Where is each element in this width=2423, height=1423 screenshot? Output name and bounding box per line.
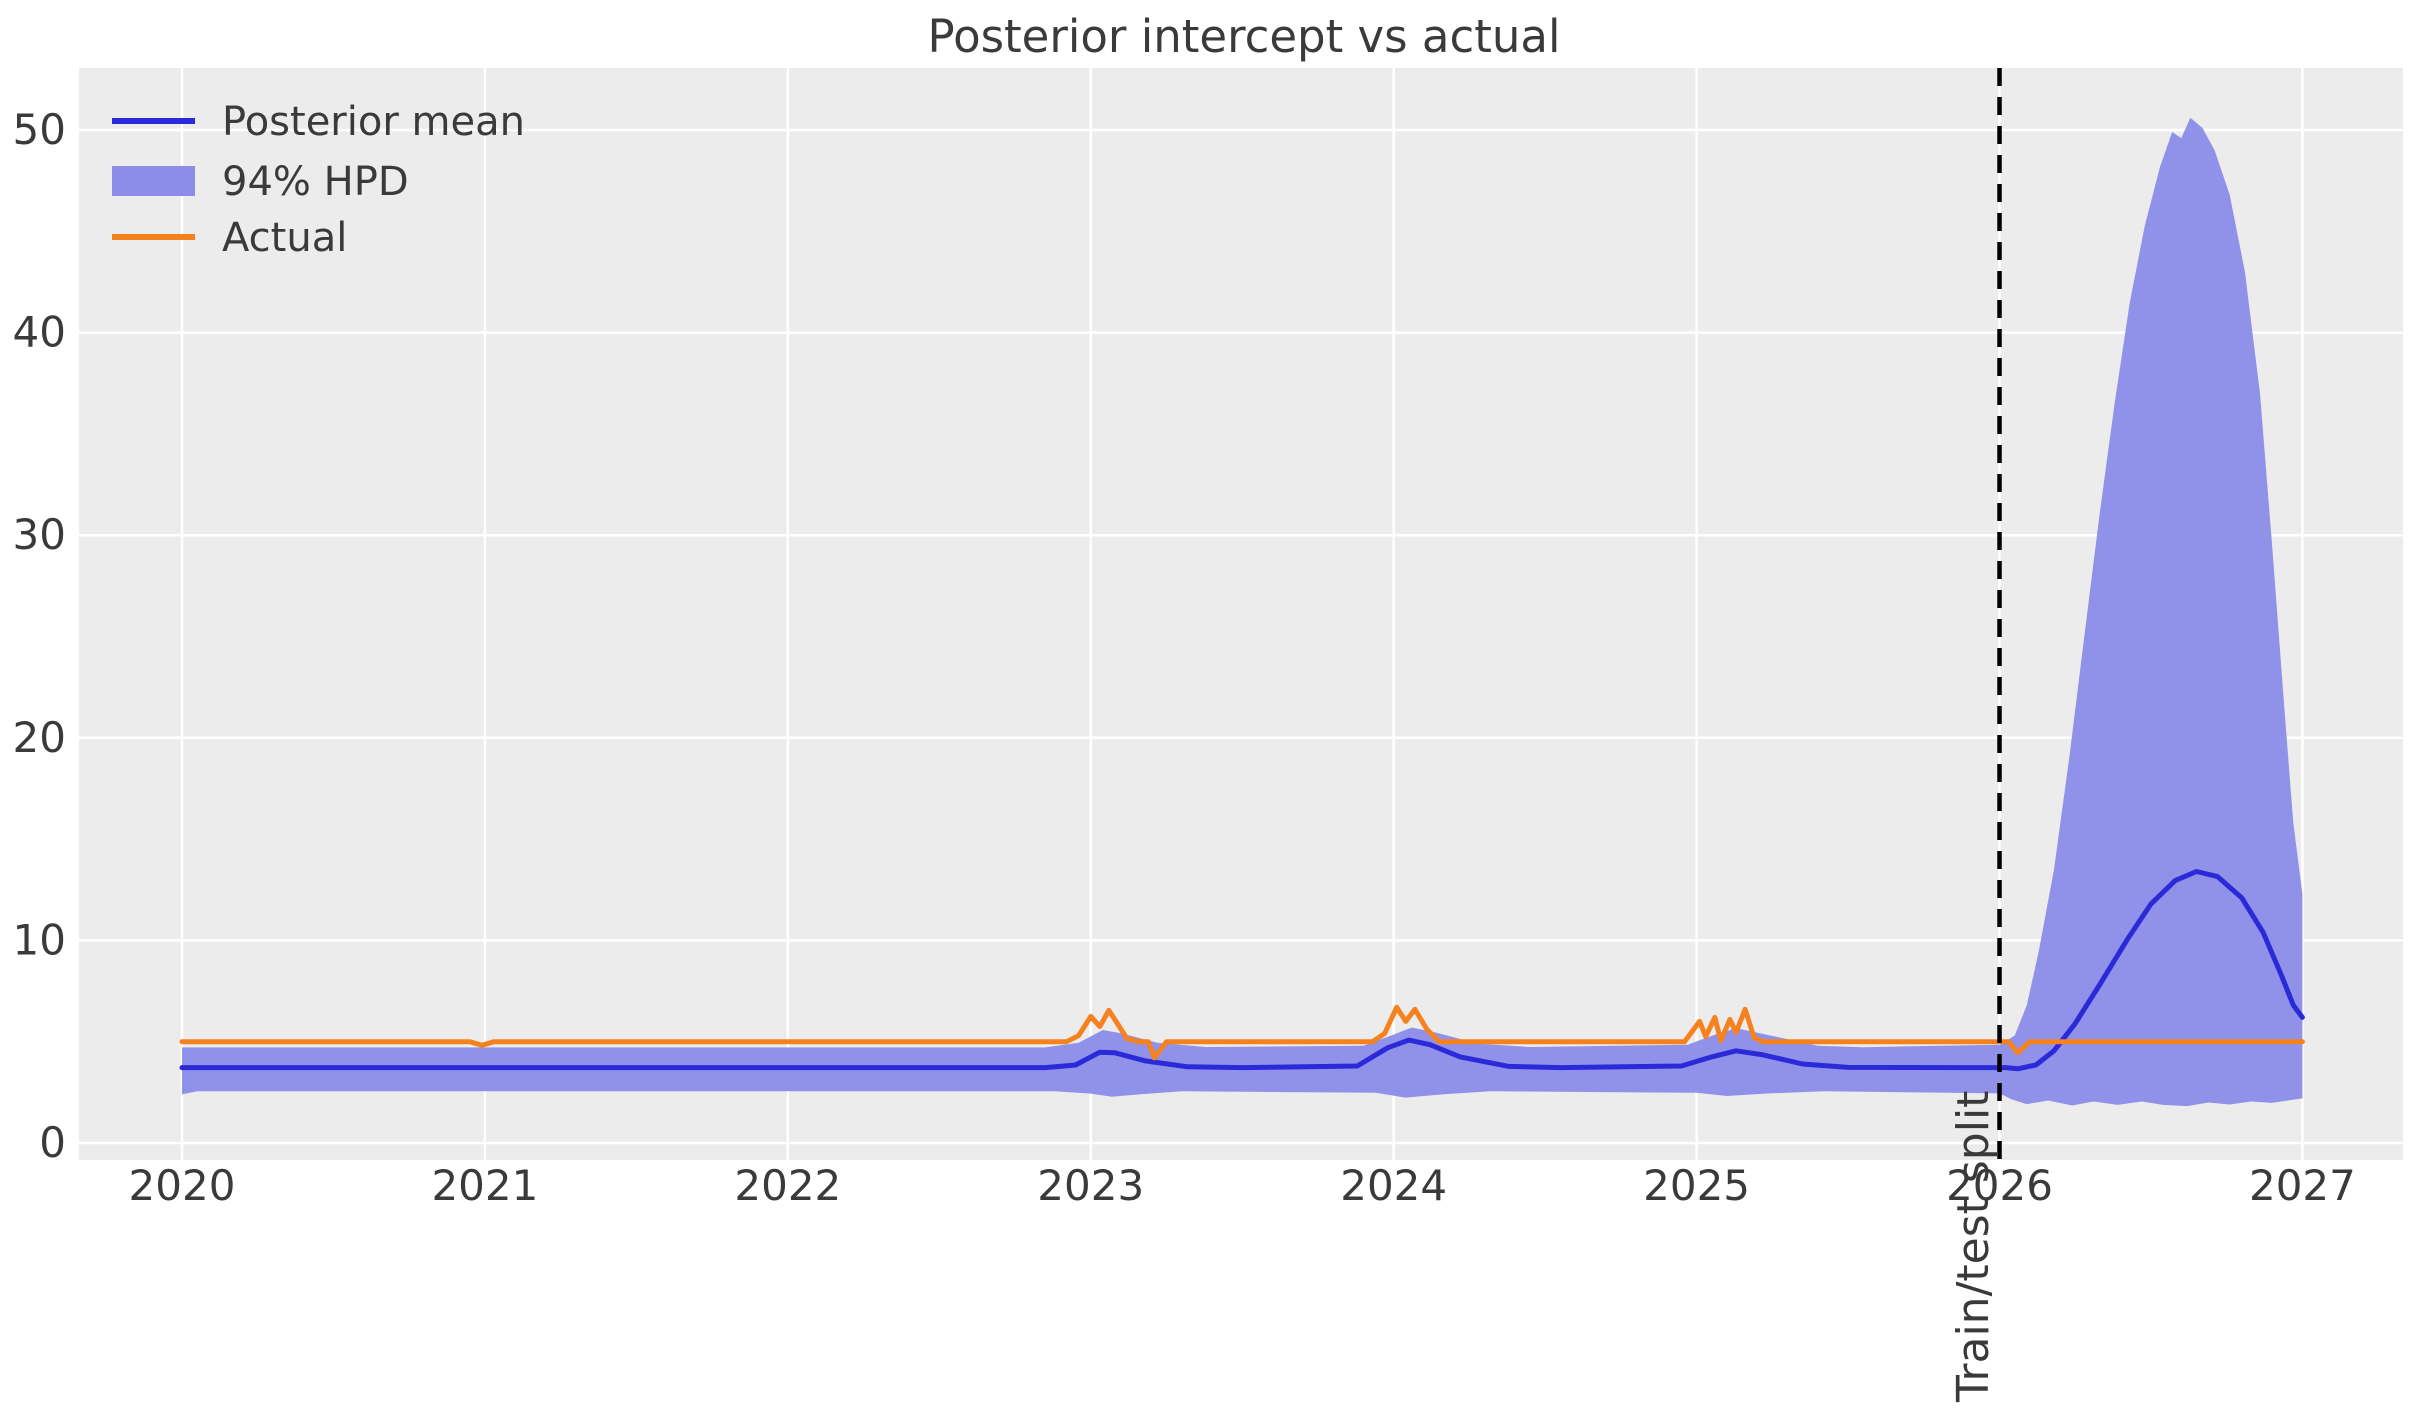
legend: Posterior mean 94% HPD Actual <box>112 99 525 261</box>
x-tick-2022: 2022 <box>734 1161 841 1210</box>
legend-swatch-1 <box>112 166 195 196</box>
hpd-band-area <box>182 117 2303 1107</box>
chart-title: Posterior intercept vs actual <box>928 10 1561 63</box>
posterior-mean-line <box>179 869 2305 1072</box>
y-tick-30: 30 <box>13 510 66 559</box>
legend-label-0: Posterior mean <box>222 99 525 145</box>
actual-line <box>179 1004 2305 1061</box>
x-tick-2025: 2025 <box>1643 1161 1750 1210</box>
x-tick-2020: 2020 <box>129 1161 236 1210</box>
train-test-split-label: Train/test split <box>1948 1091 1999 1403</box>
y-tick-0: 0 <box>39 1118 66 1167</box>
x-tick-2024: 2024 <box>1340 1161 1447 1210</box>
posterior-mean-path <box>179 869 2305 1072</box>
x-tick-2021: 2021 <box>431 1161 538 1210</box>
x-tick-2026: 2026 <box>1946 1161 2053 1210</box>
y-tick-50: 50 <box>13 105 66 154</box>
x-tick-2023: 2023 <box>1037 1161 1144 1210</box>
y-tick-10: 10 <box>13 915 66 964</box>
x-tick-2027: 2027 <box>2249 1161 2356 1210</box>
y-tick-20: 20 <box>13 713 66 762</box>
actual-path <box>179 1004 2305 1061</box>
legend-label-2: Actual <box>222 215 347 261</box>
y-axis-tick-labels: 0 10 20 30 40 50 <box>13 105 66 1167</box>
y-tick-40: 40 <box>13 308 66 357</box>
plot-background <box>79 68 2403 1160</box>
hpd-band <box>182 117 2303 1107</box>
legend-label-1: 94% HPD <box>222 159 409 205</box>
x-axis-tick-labels: 2020 2021 2022 2023 2024 2025 2026 2027 <box>129 1161 2356 1210</box>
gridlines <box>79 68 2403 1160</box>
